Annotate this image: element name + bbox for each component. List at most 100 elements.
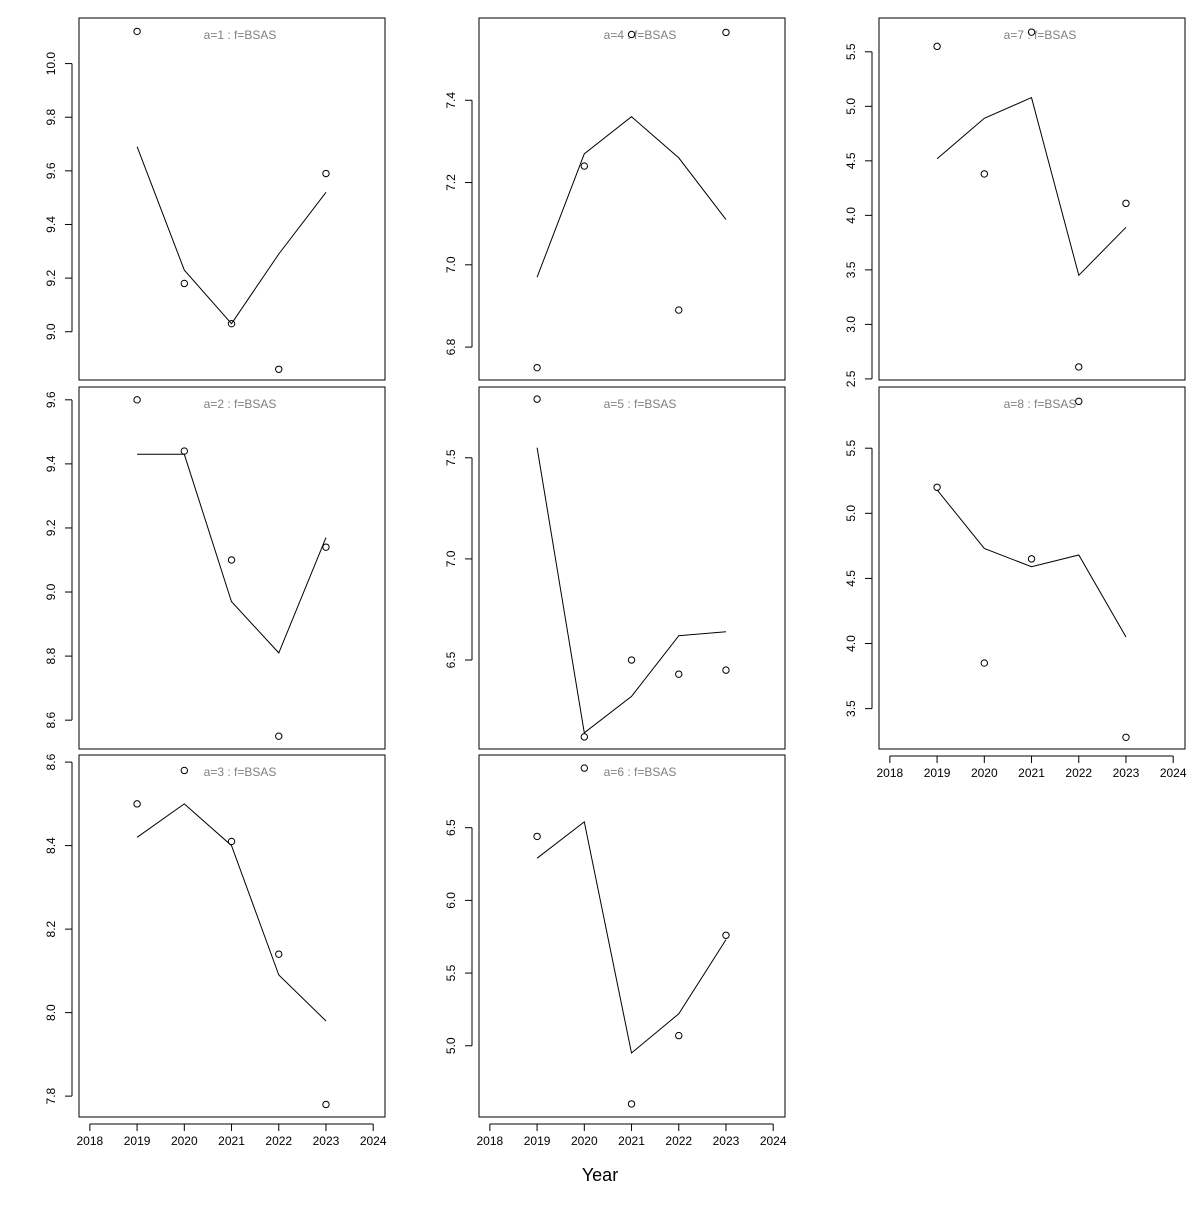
x-tick-label: 2018 (77, 1134, 104, 1148)
panel-4: a=4 : f=BSAS 6.8 7.0 7.2 7.4 (444, 17, 786, 381)
y-tick-label: 5.5 (844, 43, 858, 60)
panel-frame (478, 754, 786, 1118)
x-tick-label: 2021 (618, 1134, 645, 1148)
panel-frame (78, 754, 386, 1118)
y-tick-label: 9.2 (44, 269, 58, 286)
fitted-line (536, 116, 727, 278)
y-tick-label: 9.0 (44, 583, 58, 600)
x-tick-label: 2018 (877, 766, 904, 780)
data-point (1027, 28, 1036, 36)
y-tick-label: 7.5 (444, 449, 458, 466)
data-point (580, 764, 589, 772)
data-point (1027, 555, 1036, 563)
x-tick-label: 2018 (477, 1134, 504, 1148)
panel-frame (478, 386, 786, 750)
data-point (180, 279, 189, 288)
fitted-line (536, 821, 727, 1054)
data-point (133, 396, 141, 404)
data-point (1075, 397, 1083, 406)
fitted-line (936, 489, 1127, 638)
x-axis-label: Year (582, 1165, 618, 1185)
y-tick-label: 7.4 (444, 92, 458, 109)
data-point (1075, 363, 1083, 371)
x-tick-label: 2024 (1160, 766, 1187, 780)
y-tick-label: 4.0 (844, 207, 858, 224)
panel-title: a=5 : f=BSAS (604, 397, 677, 411)
x-tick-label: 2021 (1018, 766, 1045, 780)
data-point (180, 766, 189, 775)
data-point (275, 950, 283, 958)
panel-title: a=2 : f=BSAS (204, 397, 277, 411)
panel-frame (478, 17, 786, 381)
data-point (580, 162, 589, 170)
data-point (722, 931, 730, 939)
fitted-line (137, 453, 327, 654)
data-point (722, 666, 730, 674)
y-tick-label: 7.2 (444, 174, 458, 191)
panel-6: a=6 : f=BSAS 5.0 5.5 6.0 6.5 2018 2019 2020 2021… (444, 754, 787, 1148)
y-tick-label: 9.0 (44, 323, 58, 340)
y-tick-label: 6.8 (444, 338, 458, 355)
y-tick-label: 5.5 (444, 964, 458, 981)
y-tick-label: 9.2 (44, 519, 58, 536)
data-point (675, 670, 683, 678)
y-tick-label: 9.4 (44, 455, 58, 472)
y-tick-label: 9.6 (44, 391, 58, 408)
x-tick-label: 2019 (524, 1134, 551, 1148)
data-point (533, 832, 541, 841)
data-point (322, 543, 330, 551)
y-tick-label: 10.0 (44, 52, 58, 76)
x-tick-label: 2023 (313, 1134, 340, 1148)
panel-8: a=8 : f=BSAS 3.5 4.0 4.5 5.0 5.5 2018 2019 2020 2… (844, 386, 1187, 780)
panel-2: a=2 : f=BSAS 8.6 8.8 9.0 9.2 9.4 9.6 (44, 386, 386, 750)
x-tick-label: 2021 (218, 1134, 245, 1148)
x-tick-label: 2022 (265, 1134, 292, 1148)
data-point (980, 170, 989, 178)
y-tick-label: 3.5 (844, 261, 858, 278)
y-tick-label: 3.5 (844, 700, 858, 717)
panel-title: a=1 : f=BSAS (204, 28, 277, 42)
y-tick-label: 8.6 (44, 753, 58, 770)
data-point (227, 556, 236, 564)
fitted-line (136, 803, 327, 1022)
x-tick-label: 2020 (171, 1134, 198, 1148)
y-tick-label: 9.4 (44, 216, 58, 233)
data-point (322, 1100, 330, 1109)
y-tick-label: 7.0 (444, 550, 458, 567)
y-tick-label: 7.8 (44, 1087, 58, 1104)
y-tick-label: 6.5 (444, 819, 458, 836)
data-point (1122, 733, 1130, 741)
data-point (580, 733, 589, 741)
y-tick-label: 8.6 (44, 712, 58, 729)
panel-title: a=7 : f=BSAS (1004, 28, 1077, 42)
data-point (1122, 199, 1130, 208)
data-point (180, 447, 189, 455)
data-point (675, 306, 683, 314)
y-tick-label: 4.5 (844, 570, 858, 587)
fitted-line (936, 96, 1127, 277)
panel-title: a=4 : f=BSAS (604, 28, 677, 42)
data-point (627, 1100, 636, 1108)
y-tick-label: 4.0 (844, 635, 858, 652)
x-tick-label: 2023 (1113, 766, 1140, 780)
panel-3: a=3 : f=BSAS 7.8 8.0 8.2 8.4 8.6 2018 2019 2020 2… (44, 753, 387, 1148)
x-tick-label: 2020 (571, 1134, 598, 1148)
y-tick-label: 8.2 (44, 920, 58, 937)
data-point (533, 395, 541, 403)
y-tick-label: 3.0 (844, 316, 858, 333)
data-point (627, 656, 636, 664)
y-tick-label: 6.5 (444, 651, 458, 668)
data-point (322, 169, 330, 178)
y-tick-label: 9.8 (44, 109, 58, 126)
x-tick-label: 2022 (665, 1134, 692, 1148)
panel-title: a=8 : f=BSAS (1004, 397, 1077, 411)
y-tick-label: 5.5 (844, 440, 858, 457)
y-tick-label: 7.0 (444, 256, 458, 273)
data-point (227, 837, 236, 846)
x-tick-label: 2022 (1065, 766, 1092, 780)
y-tick-label: 8.0 (44, 1004, 58, 1021)
data-point (933, 42, 941, 51)
data-point (980, 659, 989, 667)
